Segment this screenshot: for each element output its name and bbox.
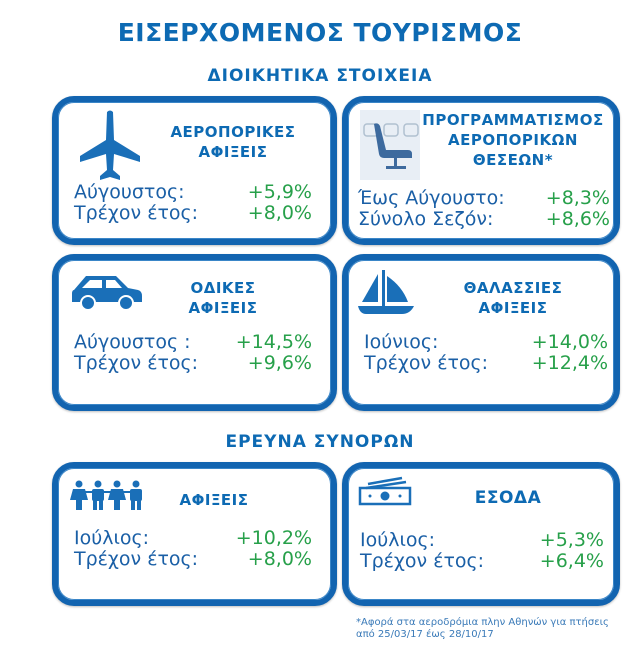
stat-label: Τρέχον έτος:: [74, 548, 199, 570]
stat-value: +5,3%: [539, 529, 604, 551]
stat-value: +8,3%: [545, 187, 610, 209]
section-heading-admin: ΔΙΟΙΚΗΤΙΚΑ ΣΤΟΙΧΕΙΑ: [207, 66, 433, 86]
stat-label: Αύγουστος :: [74, 331, 191, 353]
stat-value: +5,9%: [247, 181, 312, 203]
card-road-arrivals: ΟΔΙΚΕΣ ΑΦΙΞΕΙΣ Αύγουστος : +14,5% Τρέχον…: [52, 254, 337, 411]
card-title: ΘΑΛΑΣΣΙΕΣ ΑΦΙΞΕΙΣ: [428, 278, 598, 318]
sailboat-icon: [358, 270, 414, 314]
card-border-arrivals: ΑΦΙΞΕΙΣ Ιούλιος: +10,2% Τρέχον έτος: +8,…: [52, 462, 337, 606]
stat-label: Έως Αύγουστο:: [358, 187, 505, 209]
stat-value: +8,6%: [545, 208, 610, 230]
card-air-arrivals: ΑΕΡΟΠΟΡΙΚΕΣ ΑΦΙΞΕΙΣ Αύγουστος: +5,9% Τρέ…: [52, 96, 337, 245]
car-icon: [72, 276, 142, 311]
airplane-seat-icon: [360, 110, 420, 180]
card-title-line: ΑΦΙΞΕΙΣ: [188, 299, 258, 317]
card-title-line: ΑΦΙΞΕΙΣ: [198, 143, 268, 161]
stat-label: Ιούνιος:: [364, 331, 439, 353]
card-title-line: ΘΕΣΕΩΝ*: [472, 151, 554, 169]
stat-value: +8,0%: [247, 548, 312, 570]
card-title-line: ΑΕΡΟΠΟΡΙΚΕΣ: [170, 123, 296, 141]
stat-value: +14,5%: [235, 331, 312, 353]
card-revenue: ΕΣΟΔΑ Ιούλιος: +5,3% Τρέχον έτος: +6,4%: [342, 462, 620, 606]
stat-value: +12,4%: [531, 352, 608, 374]
stat-value: +10,2%: [235, 527, 312, 549]
card-title: ΠΡΟΓΡΑΜΜΑΤΙΣΜΟΣ ΑΕΡΟΠΟΡΙΚΩΝ ΘΕΣΕΩΝ*: [406, 110, 620, 170]
airplane-icon: [80, 110, 140, 180]
stat-label: Τρέχον έτος:: [364, 352, 489, 374]
section-heading-border-survey: ΕΡΕΥΝΑ ΣΥΝΟΡΩΝ: [225, 432, 415, 452]
stat-value: +8,0%: [247, 202, 312, 224]
page-title: ΕΙΣΕΡΧΟΜΕΝΟΣ ΤΟΥΡΙΣΜΟΣ: [117, 18, 523, 47]
stat-label: Ιούλιος:: [360, 529, 436, 551]
stat-label: Ιούλιος:: [74, 527, 150, 549]
stat-label: Τρέχον έτος:: [74, 202, 199, 224]
stat-label: Τρέχον έτος:: [360, 550, 485, 572]
stat-value: +9,6%: [247, 352, 312, 374]
money-icon: [358, 476, 412, 506]
card-title-line: ΟΔΙΚΕΣ: [190, 279, 256, 297]
stat-value: +6,4%: [539, 550, 604, 572]
footnote: *Αφορά στα αεροδρόμια πλην Αθηνών για πτ…: [356, 617, 609, 640]
card-title: ΟΔΙΚΕΣ ΑΦΙΞΕΙΣ: [148, 278, 298, 318]
card-title-line: ΘΑΛΑΣΣΙΕΣ: [463, 279, 563, 297]
card-title: ΕΣΟΔΑ: [474, 488, 542, 508]
stat-label: Τρέχον έτος:: [74, 352, 199, 374]
card-title: ΑΕΡΟΠΟΡΙΚΕΣ ΑΦΙΞΕΙΣ: [138, 122, 328, 162]
stat-label: Σύνολο Σεζόν:: [358, 208, 494, 230]
card-title-line: ΠΡΟΓΡΑΜΜΑΤΙΣΜΟΣ: [422, 111, 604, 129]
card-title: ΑΦΙΞΕΙΣ: [179, 491, 249, 509]
stat-label: Αύγουστος:: [74, 181, 185, 203]
card-seat-programming: ΠΡΟΓΡΑΜΜΑΤΙΣΜΟΣ ΑΕΡΟΠΟΡΙΚΩΝ ΘΕΣΕΩΝ* Έως …: [342, 96, 620, 245]
card-sea-arrivals: ΘΑΛΑΣΣΙΕΣ ΑΦΙΞΕΙΣ Ιούνιος: +14,0% Τρέχον…: [342, 254, 620, 411]
card-title-line: ΑΕΡΟΠΟΡΙΚΩΝ: [448, 131, 578, 149]
people-icon: [70, 480, 142, 510]
stat-value: +14,0%: [531, 331, 608, 353]
card-title-line: ΑΦΙΞΕΙΣ: [478, 299, 548, 317]
